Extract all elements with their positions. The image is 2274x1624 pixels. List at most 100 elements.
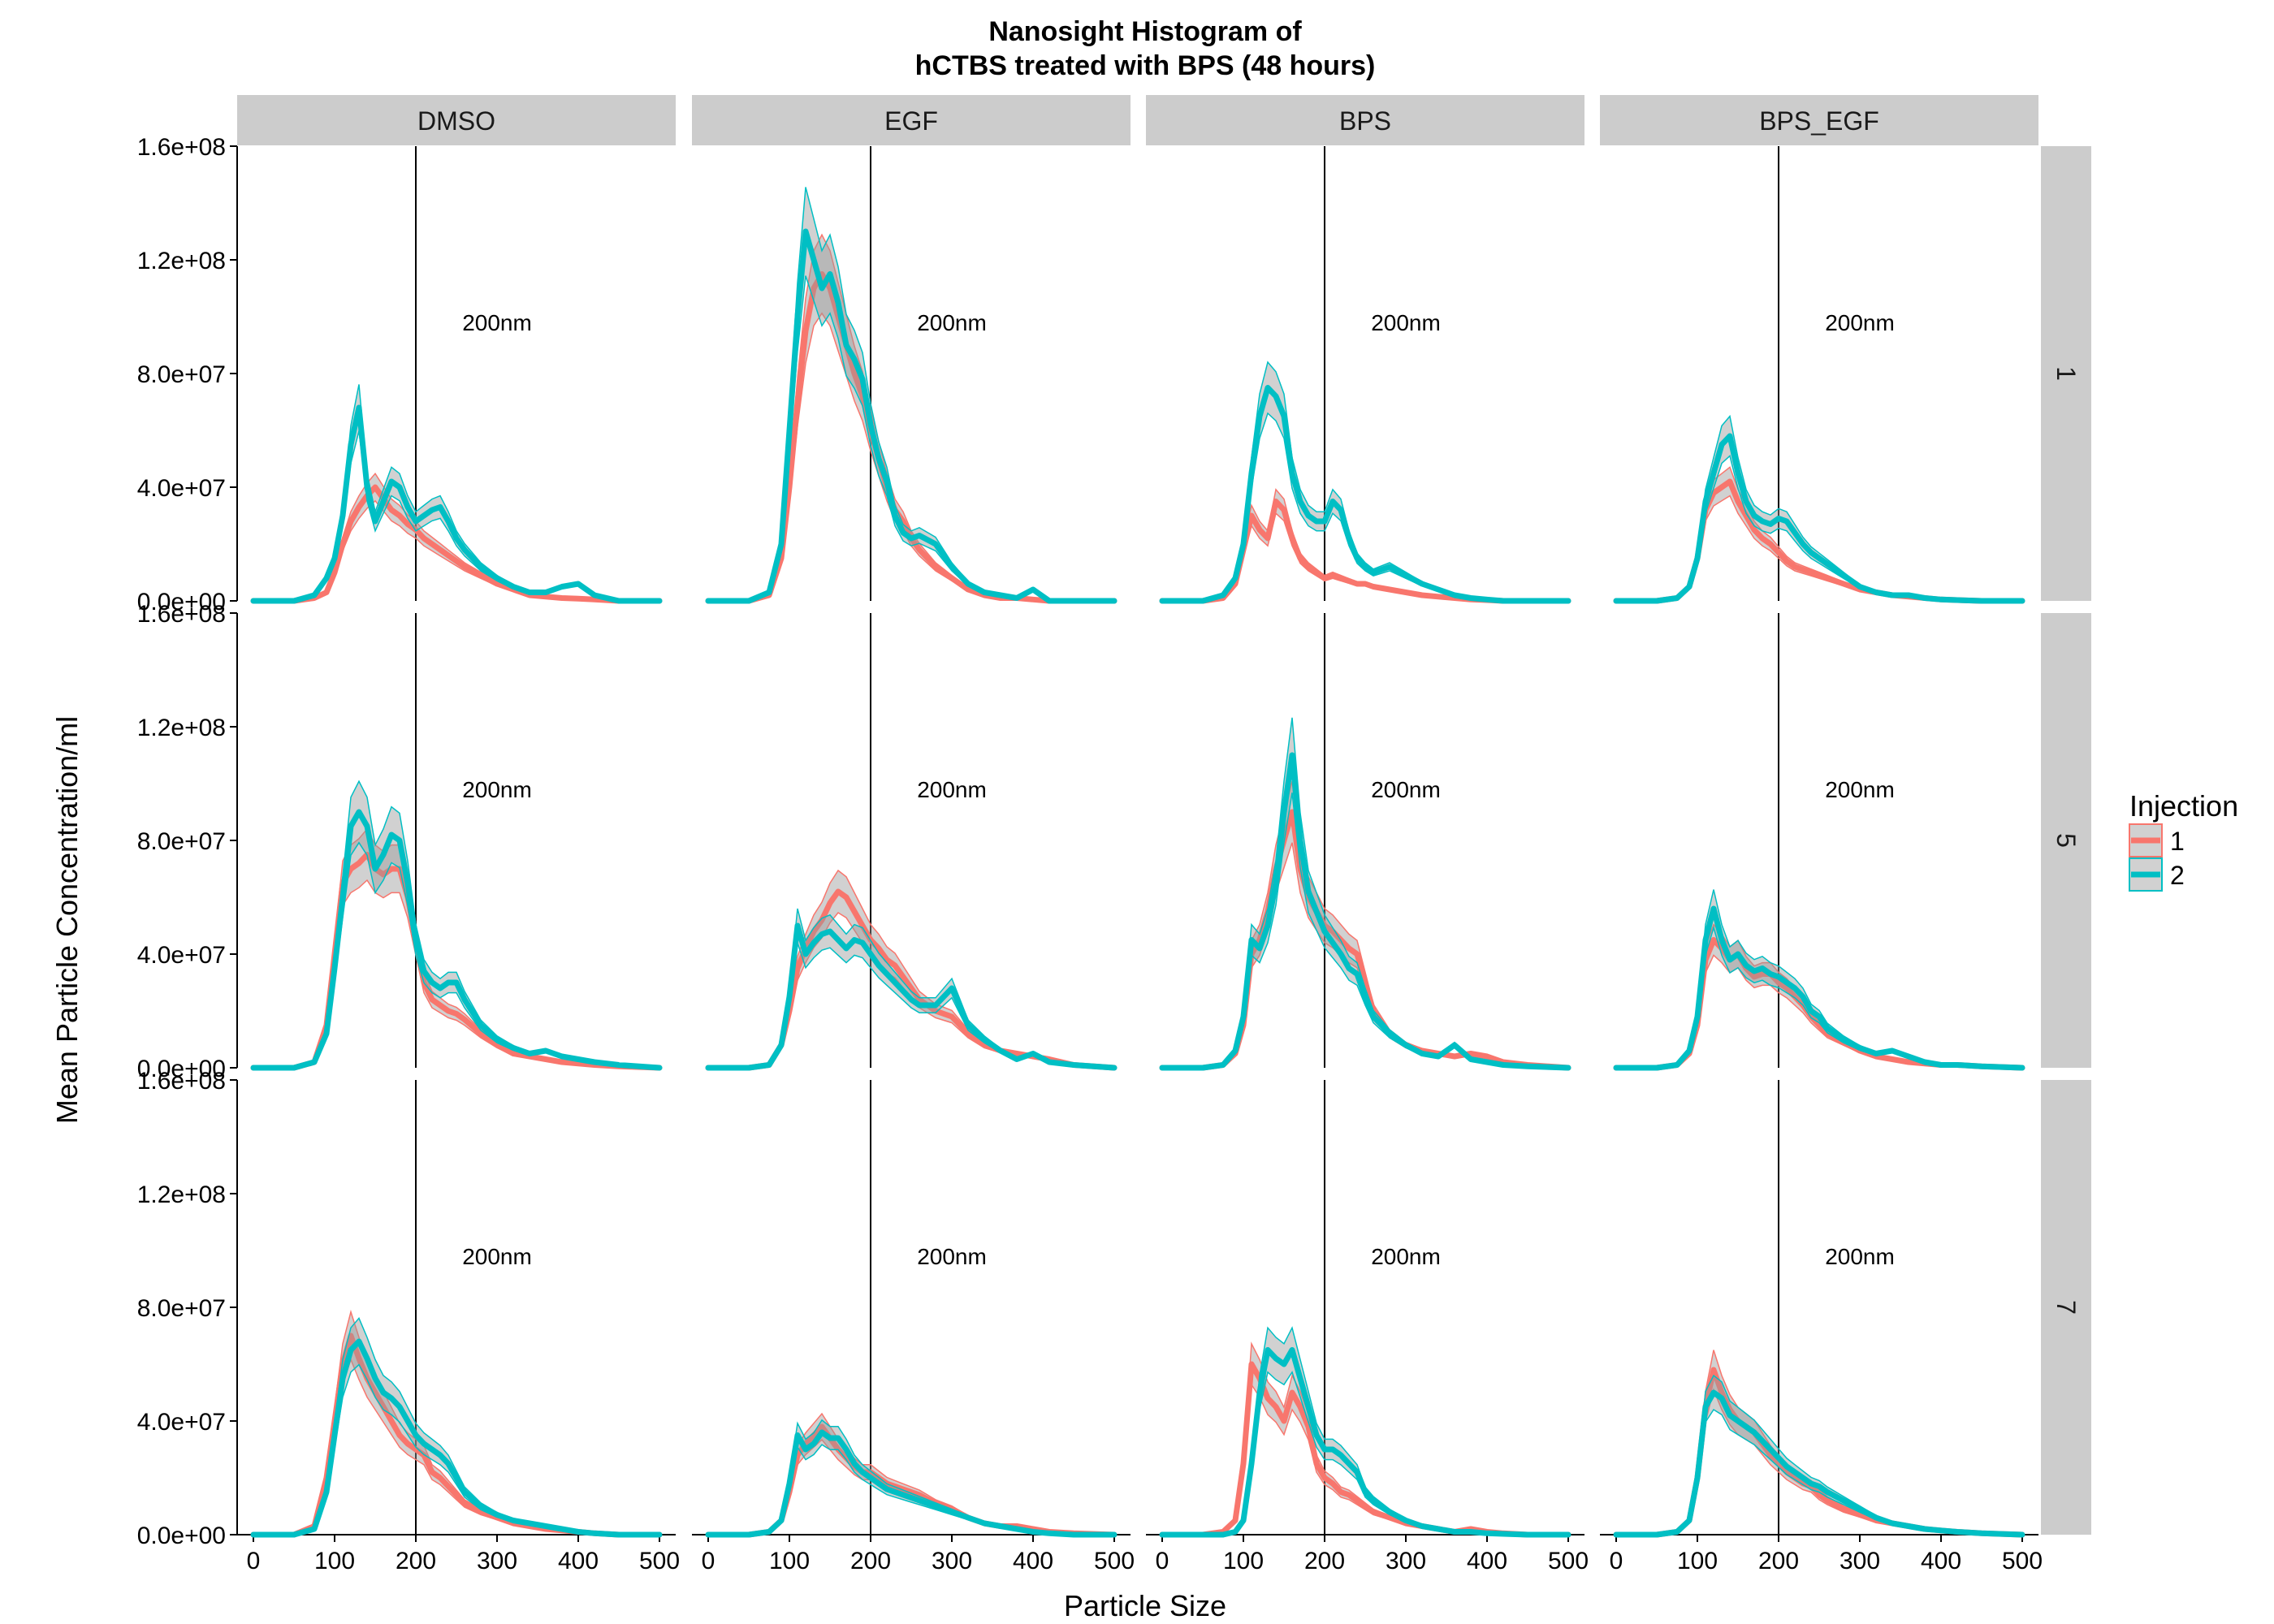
- facet-strip-label: BPS_EGF: [1759, 106, 1879, 136]
- x-tick-label: 400: [1467, 1548, 1507, 1574]
- y-tick-label: 4.0e+07: [137, 942, 226, 969]
- x-tick-label: 200: [850, 1548, 891, 1574]
- facet-strip-egf: [692, 95, 1131, 145]
- x-tick-label: 100: [769, 1548, 810, 1574]
- facet-strip-bps_egf: [1600, 95, 2038, 145]
- legend-label-injection-1: 1: [2170, 827, 2185, 856]
- x-tick-label: 100: [314, 1548, 355, 1574]
- x-tick-label: 100: [1223, 1548, 1264, 1574]
- row-strip-label: 1: [2051, 366, 2081, 381]
- annotation-200nm: 200nm: [1825, 1244, 1895, 1269]
- x-tick-label: 400: [1921, 1548, 1961, 1574]
- y-tick-label: 1.6e+08: [137, 601, 226, 628]
- ribbon-injection-1: [708, 233, 1114, 602]
- panel-dmso-5: 200nm: [250, 613, 663, 1071]
- panel-bps_egf-7: 200nm: [1613, 1080, 2025, 1538]
- annotation-200nm: 200nm: [1371, 310, 1441, 335]
- legend: Injection 1 2: [2129, 789, 2238, 892]
- panel-egf-1: 200nm: [705, 146, 1118, 604]
- row-strip-label: 7: [2051, 1300, 2081, 1315]
- facet-strip-bps: [1146, 95, 1584, 145]
- x-tick-label: 400: [1013, 1548, 1053, 1574]
- ribbon-injection-2: [708, 187, 1114, 602]
- annotation-200nm: 200nm: [1825, 777, 1895, 802]
- series-line-injection-1: [250, 484, 663, 604]
- annotation-200nm: 200nm: [462, 777, 532, 802]
- legend-title: Injection: [2129, 789, 2238, 823]
- series-line-injection-2: [705, 1429, 1118, 1538]
- series-line-injection-2: [1613, 905, 2025, 1071]
- annotation-200nm: 200nm: [917, 777, 987, 802]
- panel-bps_egf-5: 200nm: [1613, 613, 2025, 1071]
- row-strip-label: 5: [2051, 833, 2081, 848]
- panels-layer: DMSO EGF BPS BPS_EGF 1 5 7 0.0e+00 4.0e+07 8.0e+0…: [137, 95, 2091, 1574]
- x-tick-label: 500: [2002, 1548, 2043, 1574]
- annotation-200nm: 200nm: [462, 310, 532, 335]
- x-tick-label: 0: [1610, 1548, 1623, 1574]
- series-line-injection-2: [1159, 752, 1571, 1071]
- chart-title-line-1: Nanosight Histogram of: [988, 16, 1302, 47]
- y-tick-label: 0.0e+00: [137, 589, 226, 615]
- x-axis-label: Particle Size: [1064, 1589, 1226, 1622]
- annotation-200nm: 200nm: [1371, 777, 1441, 802]
- panel-egf-5: 200nm: [705, 613, 1118, 1071]
- x-tick-label: 400: [558, 1548, 599, 1574]
- x-tick-label: 200: [1304, 1548, 1345, 1574]
- y-tick-label: 4.0e+07: [137, 1409, 226, 1436]
- row-strip-5: [2041, 613, 2091, 1068]
- series-line-injection-2: [250, 809, 663, 1071]
- annotation-200nm: 200nm: [917, 310, 987, 335]
- x-tick-label: 200: [1758, 1548, 1799, 1574]
- x-tick-label: 500: [1094, 1548, 1135, 1574]
- annotation-200nm: 200nm: [1371, 1244, 1441, 1269]
- series-line-injection-2: [250, 1338, 663, 1538]
- series-line-injection-2: [705, 228, 1118, 604]
- y-axis-label: Mean Particle Concentration/ml: [50, 716, 84, 1124]
- y-tick-label: 4.0e+07: [137, 475, 226, 502]
- series-line-injection-2: [1613, 1389, 2025, 1538]
- facet-strip-label: DMSO: [417, 106, 495, 136]
- panel-bps-7: 200nm: [1159, 1080, 1571, 1538]
- x-tick-label: 0: [702, 1548, 715, 1574]
- x-tick-label: 300: [477, 1548, 517, 1574]
- panel-egf-7: 200nm: [705, 1080, 1118, 1538]
- y-tick-label: 1.2e+08: [137, 715, 226, 741]
- x-tick-label: 0: [1156, 1548, 1169, 1574]
- x-tick-label: 0: [247, 1548, 261, 1574]
- facet-strip-label: EGF: [884, 106, 938, 136]
- panel-dmso-1: 200nm: [250, 146, 663, 604]
- row-strip-7: [2041, 1080, 2091, 1535]
- x-tick-label: 200: [396, 1548, 436, 1574]
- facet-strip-label: BPS: [1339, 106, 1391, 136]
- y-tick-label: 0.0e+00: [137, 1522, 226, 1549]
- y-tick-label: 0.0e+00: [137, 1056, 226, 1082]
- x-tick-label: 100: [1677, 1548, 1718, 1574]
- y-tick-label: 1.2e+08: [137, 1181, 226, 1208]
- y-tick-label: 1.6e+08: [137, 1068, 226, 1095]
- series-line-injection-2: [250, 404, 663, 604]
- y-tick-label: 1.2e+08: [137, 248, 226, 274]
- panel-bps-1: 200nm: [1159, 146, 1571, 604]
- panel-bps-5: 200nm: [1159, 613, 1571, 1071]
- y-tick-label: 8.0e+07: [137, 828, 226, 855]
- series-line-injection-2: [1613, 433, 2025, 604]
- x-tick-label: 300: [932, 1548, 972, 1574]
- facet-strip-dmso: [237, 95, 676, 145]
- ribbon-injection-1: [253, 472, 659, 602]
- legend-label-injection-2: 2: [2170, 861, 2185, 890]
- annotation-200nm: 200nm: [917, 1244, 987, 1269]
- y-tick-label: 1.6e+08: [137, 134, 226, 161]
- x-tick-label: 300: [1840, 1548, 1880, 1574]
- x-tick-label: 500: [639, 1548, 680, 1574]
- annotation-200nm: 200nm: [1825, 310, 1895, 335]
- chart-title-line-2: hCTBS treated with BPS (48 hours): [915, 50, 1376, 81]
- row-strip-1: [2041, 146, 2091, 601]
- panel-dmso-7: 200nm: [250, 1080, 663, 1538]
- series-line-injection-2: [1159, 1347, 1571, 1538]
- series-line-injection-2: [1159, 385, 1571, 604]
- y-tick-label: 8.0e+07: [137, 1295, 226, 1322]
- x-tick-label: 300: [1386, 1548, 1426, 1574]
- x-tick-label: 500: [1548, 1548, 1589, 1574]
